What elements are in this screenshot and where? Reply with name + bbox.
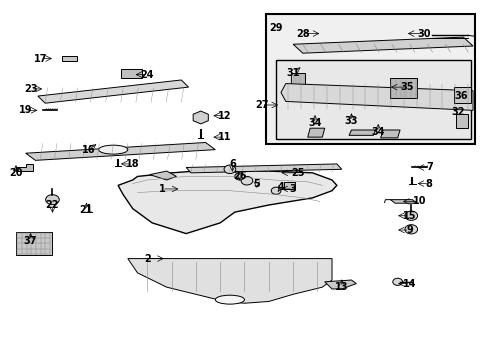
FancyBboxPatch shape — [276, 60, 469, 139]
Polygon shape — [292, 37, 472, 53]
Polygon shape — [118, 171, 336, 234]
Text: 30: 30 — [417, 28, 430, 39]
Text: 19: 19 — [19, 105, 32, 115]
Polygon shape — [455, 114, 467, 128]
Polygon shape — [26, 143, 215, 160]
Text: 33: 33 — [344, 116, 358, 126]
Text: 34: 34 — [371, 127, 384, 137]
Circle shape — [45, 195, 59, 204]
Text: 32: 32 — [451, 107, 464, 117]
Text: 2: 2 — [143, 253, 150, 264]
Text: 14: 14 — [402, 279, 416, 289]
Polygon shape — [348, 130, 375, 135]
Text: 28: 28 — [295, 28, 309, 39]
Circle shape — [392, 278, 402, 285]
Polygon shape — [290, 73, 305, 84]
Text: 17: 17 — [34, 54, 47, 64]
Polygon shape — [186, 164, 341, 173]
Text: 31: 31 — [286, 68, 299, 78]
Text: 15: 15 — [402, 211, 416, 221]
Polygon shape — [307, 128, 324, 137]
Text: 29: 29 — [269, 23, 282, 33]
Polygon shape — [324, 280, 356, 289]
Text: 24: 24 — [140, 69, 154, 80]
Bar — [389, 78, 416, 98]
Text: 34: 34 — [307, 118, 321, 128]
Text: 12: 12 — [218, 111, 231, 121]
Text: 11: 11 — [218, 132, 231, 142]
Text: 9: 9 — [406, 225, 412, 235]
Text: 10: 10 — [412, 197, 426, 206]
Text: 35: 35 — [400, 82, 413, 92]
Text: 37: 37 — [24, 236, 37, 246]
Text: 23: 23 — [24, 84, 37, 94]
Text: 8: 8 — [425, 179, 432, 189]
Text: 25: 25 — [291, 168, 304, 178]
Ellipse shape — [99, 145, 127, 154]
Polygon shape — [149, 171, 176, 180]
Circle shape — [241, 176, 252, 185]
Text: 7: 7 — [425, 162, 432, 172]
Polygon shape — [38, 80, 188, 103]
Text: 1: 1 — [158, 184, 165, 194]
Circle shape — [404, 225, 417, 234]
Circle shape — [271, 187, 281, 194]
Text: 13: 13 — [334, 282, 348, 292]
Text: 3: 3 — [289, 184, 296, 194]
Polygon shape — [380, 130, 399, 138]
Polygon shape — [62, 57, 77, 62]
Text: 4: 4 — [277, 182, 284, 192]
Ellipse shape — [215, 295, 244, 304]
Circle shape — [404, 211, 417, 220]
FancyBboxPatch shape — [16, 232, 52, 255]
Bar — [453, 87, 469, 103]
FancyBboxPatch shape — [266, 14, 474, 144]
Polygon shape — [281, 84, 472, 111]
Circle shape — [224, 165, 235, 174]
Text: 16: 16 — [82, 145, 96, 155]
Circle shape — [234, 173, 244, 180]
Text: 27: 27 — [254, 100, 268, 110]
Polygon shape — [16, 164, 33, 171]
Polygon shape — [127, 258, 331, 303]
Text: 18: 18 — [125, 159, 139, 169]
Polygon shape — [389, 200, 416, 203]
Text: 6: 6 — [228, 159, 235, 169]
Text: 26: 26 — [232, 171, 246, 181]
Text: 22: 22 — [45, 200, 59, 210]
Text: 36: 36 — [453, 91, 467, 101]
Bar — [284, 182, 294, 189]
Bar — [120, 69, 142, 78]
Text: 21: 21 — [80, 205, 93, 215]
Text: 5: 5 — [253, 179, 260, 189]
Text: 20: 20 — [9, 168, 22, 178]
